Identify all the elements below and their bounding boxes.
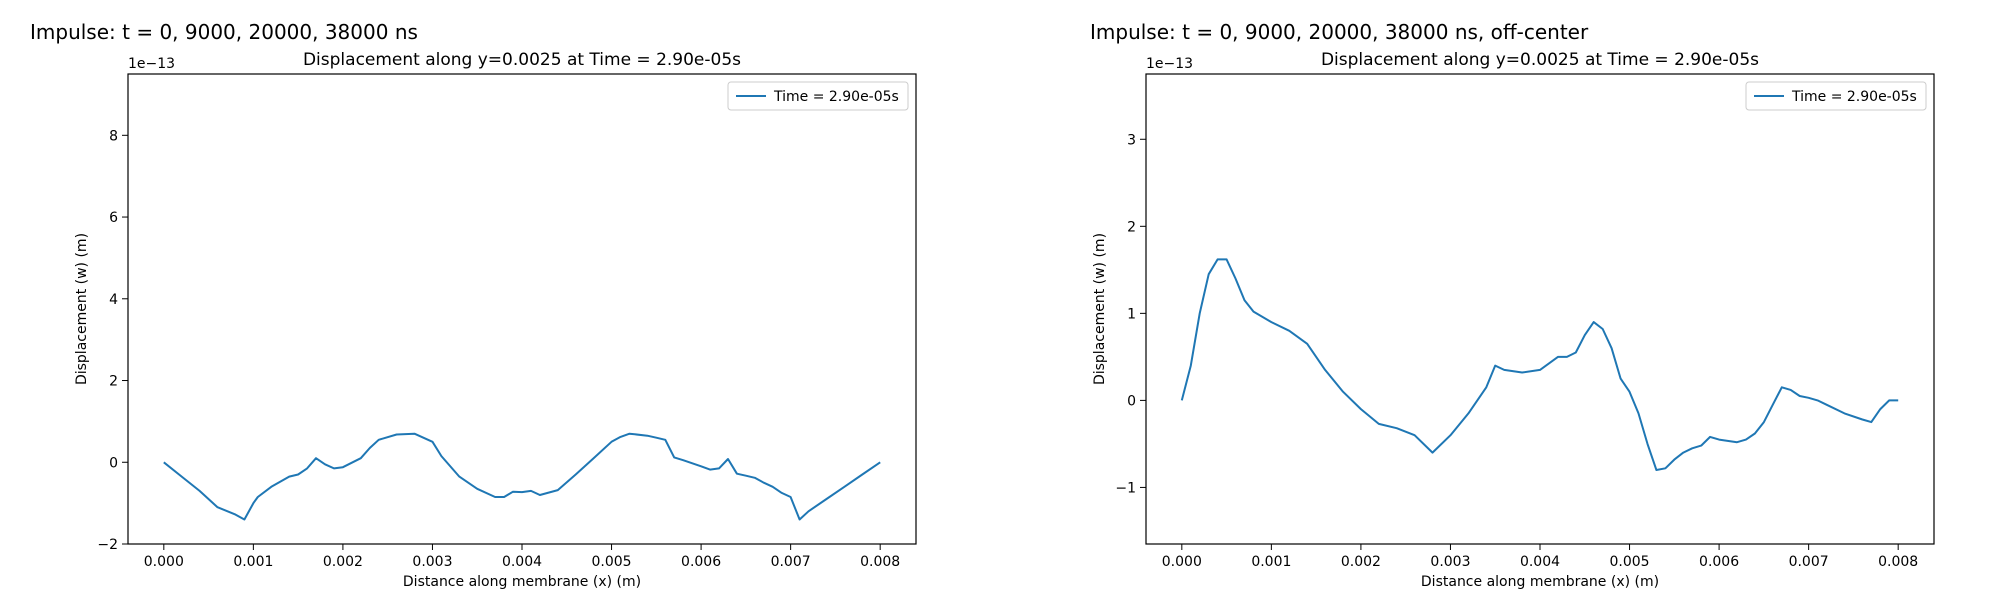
x-tick-label: 0.002 [1341,554,1381,570]
x-tick-label: 0.003 [412,554,452,570]
legend: Time = 2.90e-05s [727,81,909,111]
x-tick-label: 0.000 [1162,554,1202,570]
plot-title: Displacement along y=0.0025 at Time = 2.… [303,50,741,70]
chart-right: Displacement along y=0.0025 at Time = 2.… [1092,50,1935,590]
plot-frame [1145,73,1935,545]
legend-box [1745,81,1927,111]
x-tick-label: 0.007 [1789,554,1829,570]
y-axis-label: Displacement (w) (m) [74,233,90,385]
y-axis-label: Displacement (w) (m) [1092,233,1108,385]
y-tick-label: −2 [97,537,118,553]
series-line [1180,258,1899,471]
x-tick-label: 0.003 [1430,554,1470,570]
plot-frame [127,73,917,545]
y-scale-label: 1e−13 [1146,56,1193,72]
legend-box [727,81,909,111]
plot-title: Displacement along y=0.0025 at Time = 2.… [1321,50,1759,70]
y-tick-label: 6 [109,210,118,226]
y-tick-label: 3 [1127,132,1136,148]
x-tick-label: 0.004 [1520,554,1560,570]
x-tick-label: 0.006 [1699,554,1739,570]
x-tick-label: 0.005 [591,554,631,570]
x-tick-label: 0.006 [681,554,721,570]
x-tick-label: 0.008 [1878,554,1918,570]
y-tick-label: 0 [1127,393,1136,409]
y-scale-label: 1e−13 [128,56,175,72]
legend: Time = 2.90e-05s [1745,81,1927,111]
y-tick-label: 2 [109,374,118,390]
y-tick-label: 0 [109,455,118,471]
x-tick-label: 0.001 [1251,554,1291,570]
x-tick-label: 0.002 [323,554,363,570]
y-tick-label: −1 [1115,480,1136,496]
y-tick-label: 1 [1127,306,1136,322]
x-tick-label: 0.005 [1609,554,1649,570]
chart-left: Displacement along y=0.0025 at Time = 2.… [74,50,917,590]
y-tick-label: 2 [1127,219,1136,235]
x-tick-label: 0.004 [502,554,542,570]
series-line [163,432,881,521]
x-tick-label: 0.001 [233,554,273,570]
x-tick-label: 0.000 [144,554,184,570]
x-axis-label: Distance along membrane (x) (m) [403,574,641,590]
y-tick-label: 4 [109,292,118,308]
x-tick-label: 0.007 [771,554,811,570]
x-axis-label: Distance along membrane (x) (m) [1421,574,1659,590]
legend-label: Time = 2.90e-05s [773,89,899,105]
legend-label: Time = 2.90e-05s [1791,89,1917,105]
panel-title-right: Impulse: t = 0, 9000, 20000, 38000 ns, o… [1090,20,1589,44]
panel-title-left: Impulse: t = 0, 9000, 20000, 38000 ns [30,20,418,44]
y-tick-label: 8 [109,128,118,144]
x-tick-label: 0.008 [860,554,900,570]
